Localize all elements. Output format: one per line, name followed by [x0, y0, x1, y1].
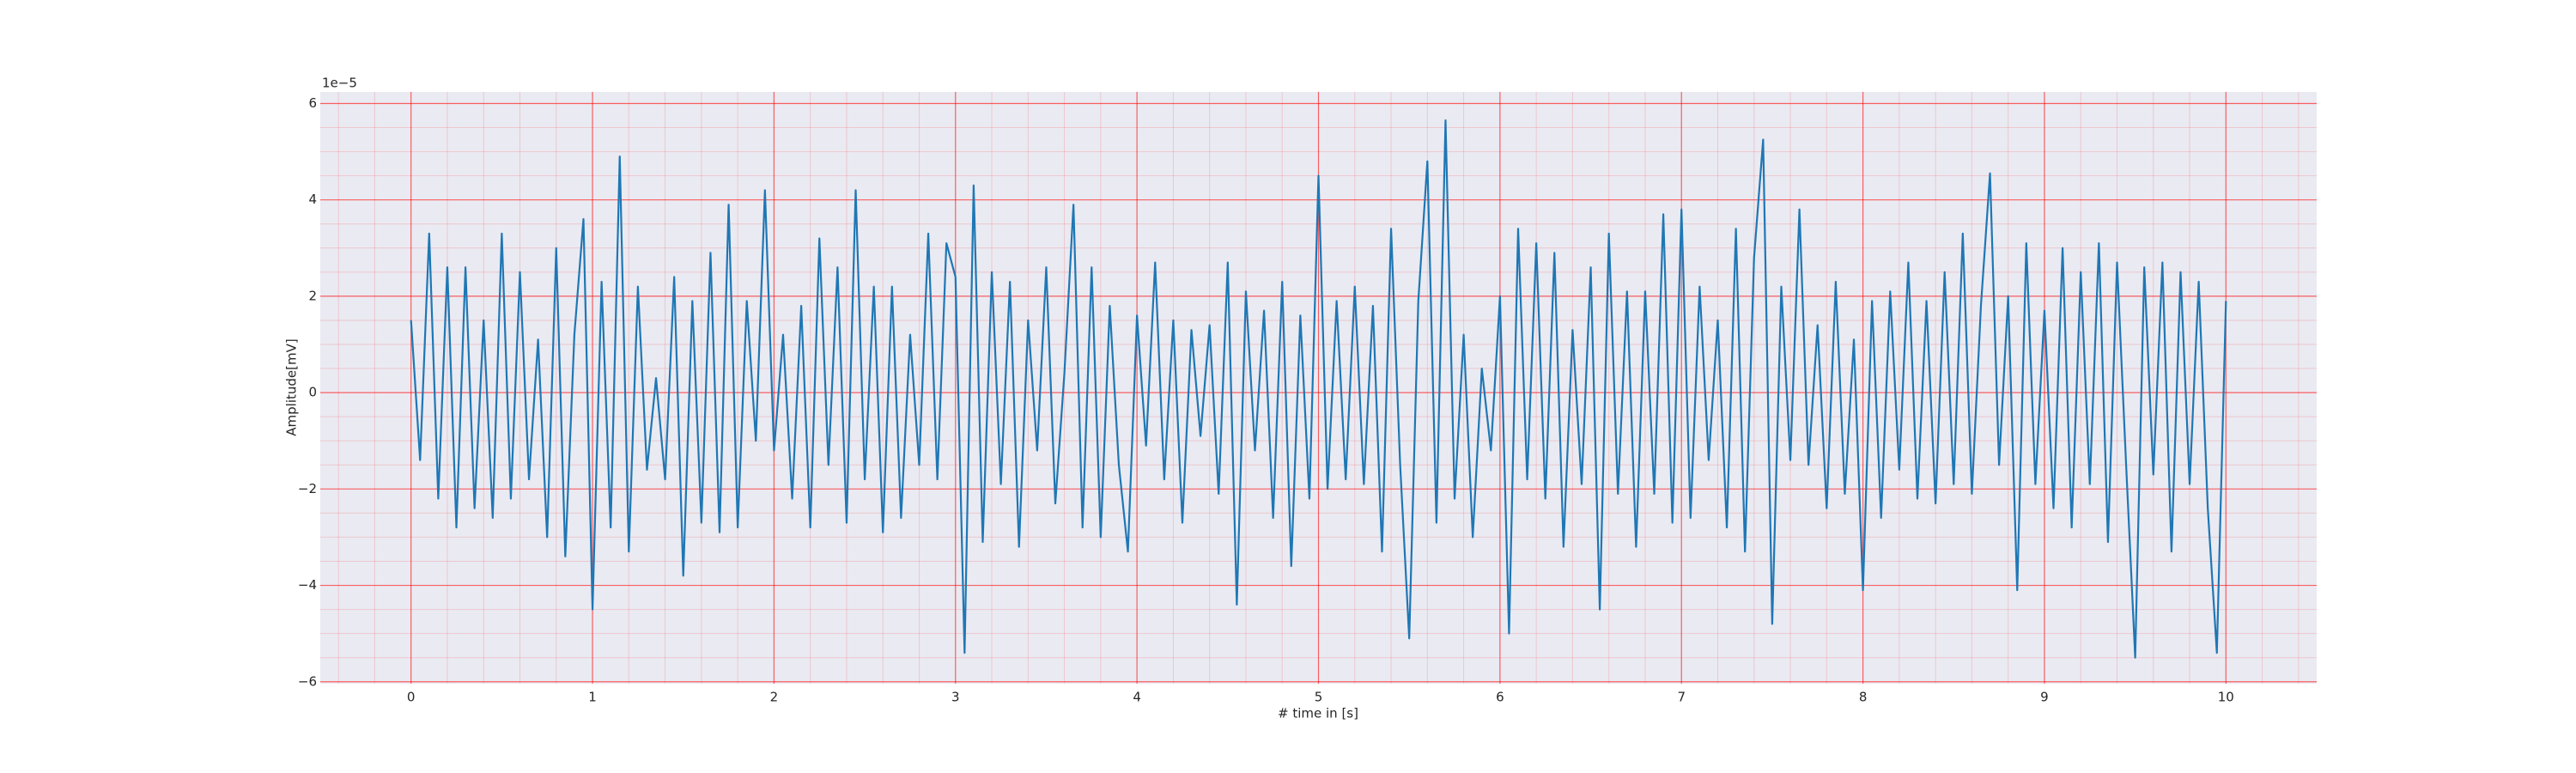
- marks: [410, 119, 2227, 659]
- grid: [320, 92, 2317, 684]
- x-tick-label: 2: [770, 690, 779, 705]
- y-offset-label: 1e−5: [322, 76, 357, 91]
- y-tick-label: 0: [308, 385, 317, 400]
- y-tick-label: 6: [308, 95, 317, 111]
- x-tick-label: 0: [407, 690, 416, 705]
- x-tick-label: 3: [951, 690, 960, 705]
- y-tick-label: 4: [308, 192, 317, 207]
- y-axis-label: Amplitude[mV]: [284, 338, 300, 435]
- x-tick-label: 9: [2040, 690, 2049, 705]
- labels: 0 1 2 3 4 5 6 7 8 9 10 −6 −4 −2 0 2 4 6: [298, 95, 2234, 705]
- y-tick-label: −6: [298, 673, 317, 689]
- y-tick-label: −4: [298, 577, 317, 593]
- x-tick-label: 7: [1677, 690, 1686, 705]
- x-tick-label: 10: [2218, 690, 2234, 705]
- x-tick-label: 5: [1315, 690, 1323, 705]
- x-tick-label: 4: [1133, 690, 1141, 705]
- x-tick-label: 8: [1859, 690, 1868, 705]
- signal-line: [410, 119, 2227, 659]
- x-tick-label: 6: [1496, 690, 1504, 705]
- y-tick-label: 2: [308, 288, 317, 303]
- x-tick-label: 1: [588, 690, 597, 705]
- y-tick-label: −2: [298, 481, 317, 496]
- x-axis-label: # time in [s]: [1278, 706, 1358, 721]
